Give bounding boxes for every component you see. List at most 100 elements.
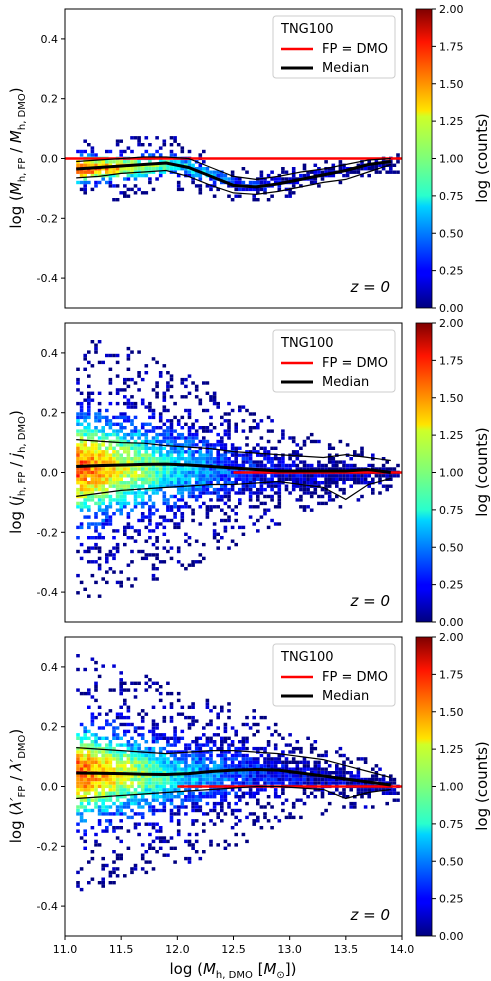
heatmap-cell bbox=[191, 180, 195, 185]
heatmap-cell bbox=[112, 777, 116, 782]
colorbar-tick-label: 0.50 bbox=[439, 855, 464, 868]
heatmap-cell bbox=[162, 170, 167, 174]
heatmap-cell bbox=[151, 798, 156, 802]
heatmap-cell bbox=[87, 522, 91, 526]
heatmap-cell bbox=[169, 439, 174, 444]
heatmap-cell bbox=[108, 805, 113, 809]
heatmap-cell bbox=[284, 764, 289, 768]
heatmap-cell bbox=[317, 771, 321, 775]
heatmap-cell bbox=[191, 474, 195, 478]
heatmap-cell bbox=[137, 743, 141, 747]
legend: TNG100 FP = DMO Median bbox=[272, 15, 396, 79]
heatmap-cell bbox=[309, 481, 314, 485]
heatmap-cell bbox=[83, 457, 87, 461]
heatmap-cell bbox=[252, 822, 256, 826]
heatmap-cell bbox=[87, 153, 91, 157]
heatmap-cell bbox=[202, 408, 206, 413]
heatmap-cell bbox=[112, 429, 116, 433]
heatmap-cell bbox=[169, 508, 174, 512]
heatmap-cell bbox=[155, 432, 159, 437]
heatmap-cell bbox=[324, 477, 328, 481]
heatmap-cell bbox=[198, 401, 203, 406]
heatmap-cell bbox=[234, 746, 238, 751]
heatmap-cell bbox=[90, 170, 95, 174]
heatmap-cell bbox=[198, 487, 203, 492]
heatmap-cell bbox=[371, 453, 375, 457]
heatmap-cell bbox=[263, 774, 267, 778]
heatmap-cell bbox=[155, 467, 159, 471]
heatmap-cell bbox=[94, 180, 98, 185]
heatmap-cell bbox=[327, 498, 332, 502]
heatmap-cell bbox=[176, 812, 181, 816]
heatmap-cell bbox=[158, 412, 163, 416]
heatmap-cell bbox=[151, 474, 156, 478]
heatmap-cell bbox=[108, 467, 113, 471]
heatmap-cell bbox=[198, 467, 203, 471]
colorbar-ticks: 0.000.250.500.751.001.251.501.752.00 bbox=[432, 3, 464, 315]
heatmap-cell bbox=[90, 163, 95, 167]
heatmap-cell bbox=[234, 843, 238, 847]
heatmap-cell bbox=[97, 498, 102, 502]
heatmap-cell bbox=[184, 532, 188, 536]
heatmap-cell bbox=[245, 477, 249, 481]
heatmap-cell bbox=[130, 457, 134, 461]
heatmap-cell bbox=[130, 149, 134, 154]
heatmap-cell bbox=[256, 180, 260, 185]
heatmap-cell bbox=[166, 764, 170, 768]
heatmap-cell bbox=[202, 542, 206, 547]
heatmap-cell bbox=[176, 777, 181, 782]
heatmap-cell bbox=[230, 757, 235, 761]
heatmap-cell bbox=[288, 491, 292, 495]
heatmap-cell bbox=[162, 467, 167, 471]
heatmap-cell bbox=[94, 350, 98, 354]
heatmap-cell bbox=[173, 401, 177, 406]
heatmap-cell bbox=[176, 443, 181, 447]
heatmap-cell bbox=[342, 764, 346, 768]
heatmap-cell bbox=[241, 753, 246, 758]
heatmap-cell bbox=[166, 477, 170, 481]
heatmap-cell bbox=[180, 432, 185, 437]
heatmap-cell bbox=[187, 429, 192, 433]
heatmap-cell bbox=[220, 518, 224, 523]
heatmap-cell bbox=[216, 439, 220, 444]
heatmap-cell bbox=[277, 501, 282, 506]
heatmap-cell bbox=[133, 481, 138, 485]
heatmap-cell bbox=[126, 715, 131, 720]
heatmap-cell bbox=[94, 536, 98, 540]
heatmap-cell bbox=[256, 777, 260, 782]
heatmap-cell bbox=[119, 439, 123, 444]
heatmap-cell bbox=[76, 536, 80, 540]
heatmap-cell bbox=[180, 729, 185, 734]
heatmap-cell bbox=[137, 388, 141, 392]
heatmap-cell bbox=[309, 177, 314, 181]
heatmap-cell bbox=[115, 198, 120, 202]
heatmap-cell bbox=[176, 757, 181, 761]
heatmap-cell bbox=[119, 705, 123, 709]
heatmap-cell bbox=[367, 160, 371, 164]
heatmap-cell bbox=[248, 453, 253, 457]
heatmap-cell bbox=[205, 443, 210, 447]
heatmap-cell bbox=[158, 522, 163, 526]
heatmap-cell bbox=[105, 457, 109, 461]
heatmap-cell bbox=[83, 170, 87, 174]
redshift-label: z = 0 bbox=[349, 278, 390, 296]
heatmap-cell bbox=[227, 463, 231, 468]
heatmap-cell bbox=[126, 470, 131, 475]
heatmap-cell bbox=[162, 501, 167, 506]
heatmap-cell bbox=[216, 187, 220, 192]
heatmap-cell bbox=[112, 422, 116, 426]
heatmap-cell bbox=[158, 170, 163, 174]
median-curves bbox=[76, 439, 391, 501]
heatmap-cell bbox=[277, 498, 282, 502]
heatmap-cell bbox=[76, 757, 80, 761]
heatmap-cell bbox=[241, 487, 246, 492]
heatmap-cell bbox=[137, 450, 141, 454]
heatmap-cell bbox=[133, 826, 138, 830]
heatmap-cell bbox=[148, 170, 152, 174]
heatmap-cell bbox=[87, 801, 91, 806]
heatmap-cell bbox=[115, 542, 120, 547]
heatmap-cell bbox=[90, 494, 95, 499]
heatmap-cell bbox=[140, 173, 145, 178]
heatmap-cell bbox=[381, 463, 386, 468]
heatmap-cell bbox=[87, 750, 91, 754]
